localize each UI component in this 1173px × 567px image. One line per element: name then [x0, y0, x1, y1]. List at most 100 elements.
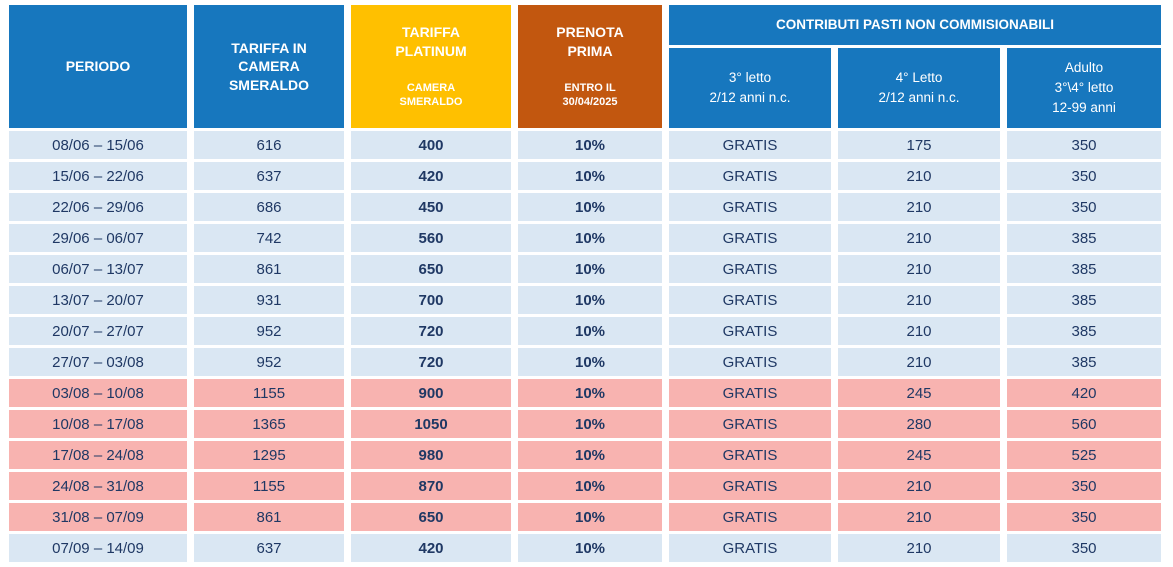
tariffa-smeraldo-cell: 1295 [194, 441, 344, 470]
periodo-cell: 13/07 – 20/07 [9, 286, 187, 315]
terzo-letto-cell: GRATIS [669, 286, 831, 315]
adulto-cell: 385 [1007, 317, 1162, 346]
tariffa-platinum-cell: 650 [351, 255, 511, 284]
adulto-cell: 350 [1007, 472, 1162, 501]
table-row: 27/07 – 03/08 952 720 10% GRATIS 210 385 [9, 348, 1162, 377]
periodo-cell: 17/08 – 24/08 [9, 441, 187, 470]
terzo-letto-cell: GRATIS [669, 162, 831, 191]
adulto-cell: 350 [1007, 131, 1162, 160]
quarto-letto-cell: 210 [838, 193, 1000, 222]
quarto-letto-cell: 210 [838, 472, 1000, 501]
tariffa-platinum-cell: 560 [351, 224, 511, 253]
tariffa-platinum-cell: 400 [351, 131, 511, 160]
tariffa-platinum-cell: 450 [351, 193, 511, 222]
tariffa-smeraldo-cell: 952 [194, 317, 344, 346]
table-row: 13/07 – 20/07 931 700 10% GRATIS 210 385 [9, 286, 1162, 315]
periodo-cell: 31/08 – 07/09 [9, 503, 187, 532]
prenota-prima-cell: 10% [518, 131, 662, 160]
terzo-letto-cell: GRATIS [669, 472, 831, 501]
prenota-prima-cell: 10% [518, 441, 662, 470]
tariffa-platinum-cell: 870 [351, 472, 511, 501]
column-header-adulto: Adulto 3°\4° letto 12-99 anni [1007, 48, 1162, 129]
tariffa-platinum-cell: 420 [351, 162, 511, 191]
column-header-tariffa-platinum: TARIFFA PLATINUM CAMERA SMERALDO [351, 5, 511, 129]
table-row: 20/07 – 27/07 952 720 10% GRATIS 210 385 [9, 317, 1162, 346]
periodo-cell: 03/08 – 10/08 [9, 379, 187, 408]
quarto-letto-cell: 245 [838, 379, 1000, 408]
periodo-cell: 07/09 – 14/09 [9, 534, 187, 563]
prenota-prima-cell: 10% [518, 348, 662, 377]
terzo-letto-cell: GRATIS [669, 503, 831, 532]
table-row: 29/06 – 06/07 742 560 10% GRATIS 210 385 [9, 224, 1162, 253]
periodo-cell: 22/06 – 29/06 [9, 193, 187, 222]
tariffa-platinum-cell: 700 [351, 286, 511, 315]
periodo-cell: 10/08 – 17/08 [9, 410, 187, 439]
tariffa-smeraldo-cell: 861 [194, 503, 344, 532]
adulto-cell: 385 [1007, 255, 1162, 284]
tariffa-smeraldo-cell: 1155 [194, 472, 344, 501]
adulto-cell: 560 [1007, 410, 1162, 439]
table-row: 07/09 – 14/09 637 420 10% GRATIS 210 350 [9, 534, 1162, 563]
tariffa-smeraldo-cell: 742 [194, 224, 344, 253]
tariffa-smeraldo-cell: 952 [194, 348, 344, 377]
tariffa-smeraldo-cell: 637 [194, 162, 344, 191]
quarto-letto-cell: 210 [838, 224, 1000, 253]
header-row-sub: 3° letto 2/12 anni n.c. 4° Letto 2/12 an… [9, 48, 1162, 129]
tariffa-smeraldo-cell: 931 [194, 286, 344, 315]
terzo-letto-cell: GRATIS [669, 224, 831, 253]
tariffa-smeraldo-cell: 861 [194, 255, 344, 284]
platinum-subtitle: CAMERA SMERALDO [399, 81, 463, 109]
tariffa-platinum-cell: 980 [351, 441, 511, 470]
column-header-terzo-letto: 3° letto 2/12 anni n.c. [669, 48, 831, 129]
column-header-tariffa-smeraldo: TARIFFA IN CAMERA SMERALDO [194, 5, 344, 129]
tariffa-platinum-cell: 1050 [351, 410, 511, 439]
periodo-cell: 06/07 – 13/07 [9, 255, 187, 284]
quarto-letto-cell: 210 [838, 162, 1000, 191]
quarto-letto-cell: 210 [838, 255, 1000, 284]
periodo-cell: 08/06 – 15/06 [9, 131, 187, 160]
table-row: 15/06 – 22/06 637 420 10% GRATIS 210 350 [9, 162, 1162, 191]
tariffa-platinum-cell: 900 [351, 379, 511, 408]
tariffa-platinum-cell: 720 [351, 348, 511, 377]
quarto-letto-cell: 210 [838, 286, 1000, 315]
prenota-prima-cell: 10% [518, 286, 662, 315]
table-row: 03/08 – 10/08 1155 900 10% GRATIS 245 42… [9, 379, 1162, 408]
tariffa-platinum-cell: 420 [351, 534, 511, 563]
prenota-prima-cell: 10% [518, 410, 662, 439]
prenota-prima-cell: 10% [518, 193, 662, 222]
tariffa-platinum-cell: 650 [351, 503, 511, 532]
quarto-letto-cell: 280 [838, 410, 1000, 439]
adulto-cell: 385 [1007, 286, 1162, 315]
quarto-letto-cell: 175 [838, 131, 1000, 160]
periodo-cell: 24/08 – 31/08 [9, 472, 187, 501]
prenota-prima-cell: 10% [518, 472, 662, 501]
tariffa-smeraldo-cell: 686 [194, 193, 344, 222]
quarto-letto-cell: 210 [838, 317, 1000, 346]
adulto-cell: 525 [1007, 441, 1162, 470]
tariffa-smeraldo-cell: 1155 [194, 379, 344, 408]
table-row: 22/06 – 29/06 686 450 10% GRATIS 210 350 [9, 193, 1162, 222]
prenota-prima-cell: 10% [518, 503, 662, 532]
adulto-cell: 350 [1007, 503, 1162, 532]
prenota-prima-cell: 10% [518, 534, 662, 563]
tariffa-smeraldo-cell: 1365 [194, 410, 344, 439]
column-header-prenota-prima: PRENOTA PRIMA ENTRO IL 30/04/2025 [518, 5, 662, 129]
terzo-letto-cell: GRATIS [669, 348, 831, 377]
quarto-letto-cell: 210 [838, 503, 1000, 532]
tariffa-smeraldo-cell: 616 [194, 131, 344, 160]
terzo-letto-cell: GRATIS [669, 317, 831, 346]
quarto-letto-cell: 245 [838, 441, 1000, 470]
quarto-letto-cell: 210 [838, 348, 1000, 377]
table-row: 06/07 – 13/07 861 650 10% GRATIS 210 385 [9, 255, 1162, 284]
table-row: 08/06 – 15/06 616 400 10% GRATIS 175 350 [9, 131, 1162, 160]
terzo-letto-cell: GRATIS [669, 379, 831, 408]
prenota-title: PRENOTA PRIMA [556, 24, 624, 59]
column-group-header-contributi-pasti: CONTRIBUTI PASTI NON COMMISIONABILI [669, 5, 1162, 46]
adulto-cell: 385 [1007, 348, 1162, 377]
prenota-prima-cell: 10% [518, 162, 662, 191]
terzo-letto-cell: GRATIS [669, 534, 831, 563]
periodo-cell: 29/06 – 06/07 [9, 224, 187, 253]
tariffa-platinum-cell: 720 [351, 317, 511, 346]
header-row-top: PERIODO TARIFFA IN CAMERA SMERALDO TARIF… [9, 5, 1162, 129]
